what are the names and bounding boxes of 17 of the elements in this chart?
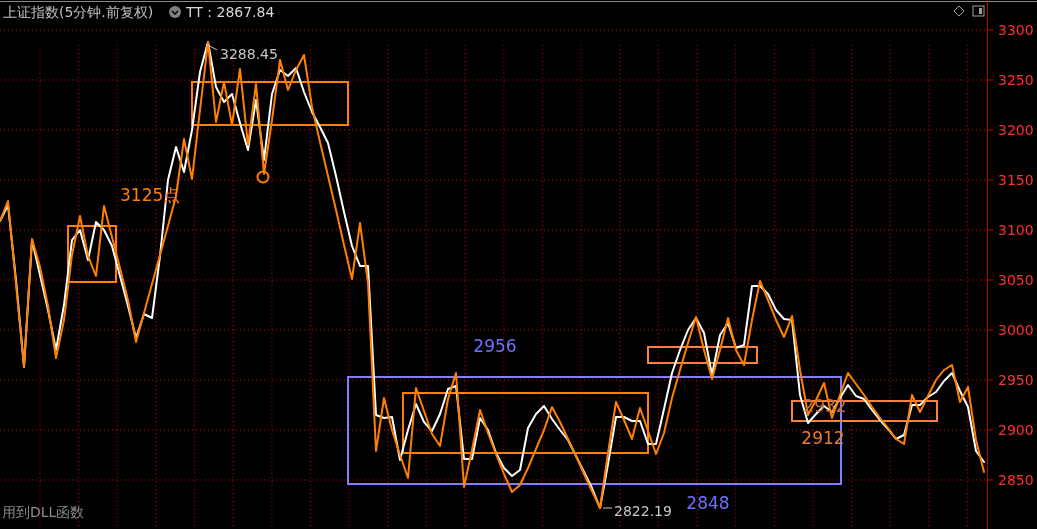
annotation: 2848 [686, 493, 730, 513]
y-tick-label: 3050 [998, 272, 1034, 288]
y-tick-label: 2900 [998, 422, 1034, 438]
annotation: 用到DLL函数 [2, 504, 85, 520]
y-tick-label: 2850 [998, 472, 1034, 488]
annotation: 2822.19 [614, 503, 672, 519]
chart-subtitle: TT : 2867.84 [185, 4, 275, 20]
y-tick-label: 3250 [998, 72, 1034, 88]
y-tick-label: 3300 [998, 22, 1034, 38]
chart-title: 上证指数(5分钟.前复权) [3, 4, 154, 20]
y-tick-label: 2950 [998, 372, 1034, 388]
y-tick-label: 3200 [998, 122, 1034, 138]
annotation: 3288.45 [220, 46, 278, 62]
y-tick-label: 3150 [998, 172, 1034, 188]
y-tick-label: 3100 [998, 222, 1034, 238]
y-tick-label: 3000 [998, 322, 1034, 338]
annotation: 2956 [473, 336, 517, 356]
